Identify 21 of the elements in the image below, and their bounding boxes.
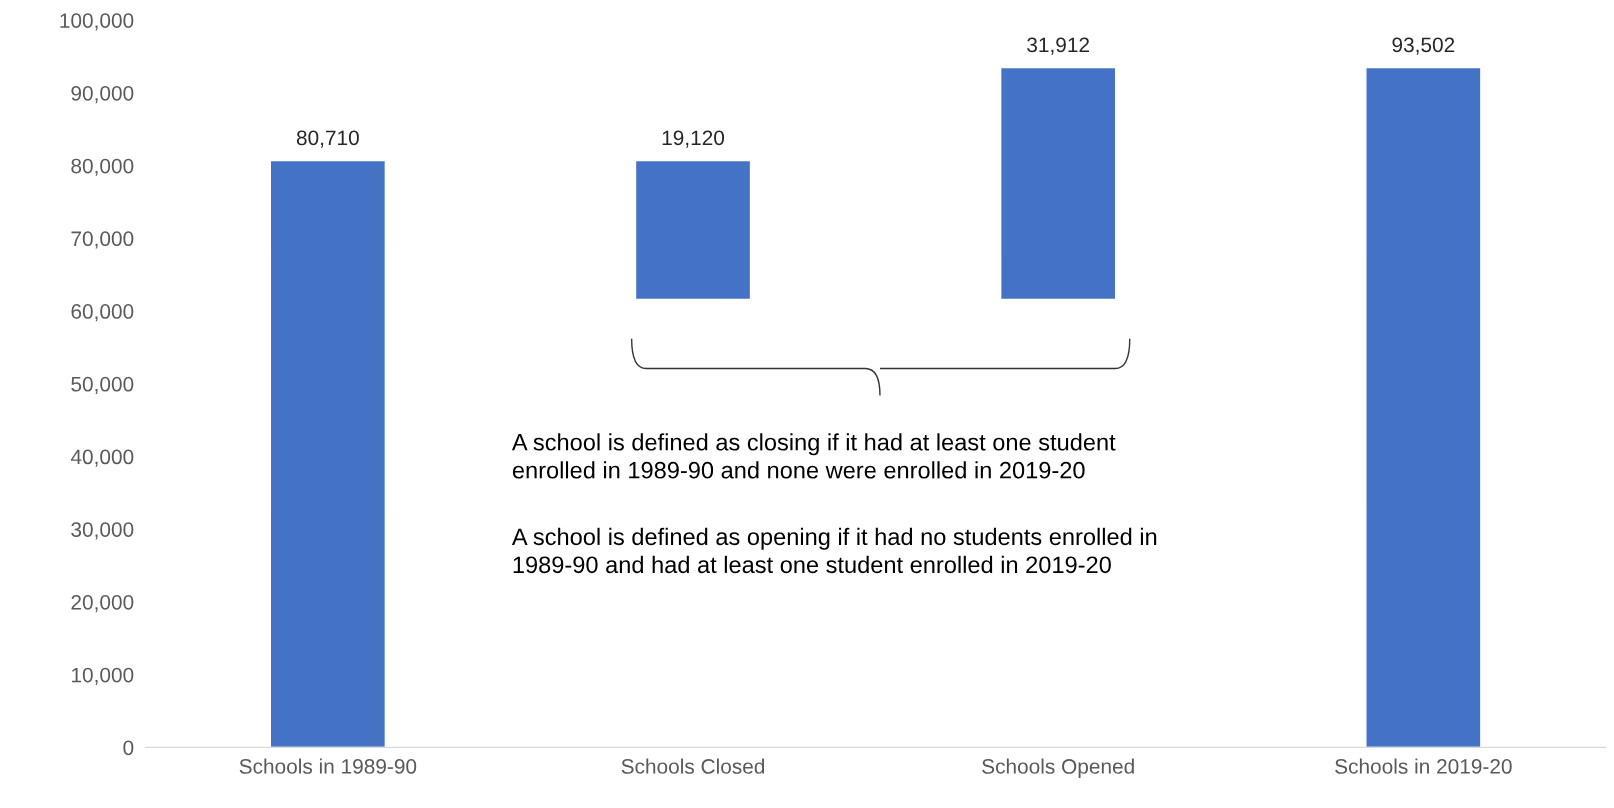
y-tick-label: 30,000 [71,522,134,540]
y-tick-label: 50,000 [71,376,134,395]
y-tick-label: 90,000 [71,85,134,104]
y-tick-label: 0 [123,740,134,756]
y-tick-label: 80,000 [71,158,134,176]
y-tick-label: 70,000 [71,231,134,249]
annotation: A school is defined as opening if it had no students enrolled in 1989-90 and had at least one student enrolled in 2019-20 [511,527,1157,574]
y-tick-label: 10,000 [72,667,134,685]
data-label: 93,502 [1392,37,1455,55]
y-tick-label: 40,000 [70,449,134,467]
x-tick-label: Schools in 1989-90 [239,758,417,774]
data-label: 80,710 [296,130,359,148]
y-tick-label: 20,000 [71,594,134,613]
y-tick-label: 60,000 [71,304,134,322]
x-tick-label: Schools in 2019-20 [1335,758,1512,774]
x-tick-label: Schools Opened [982,758,1134,778]
annotation: A school is defined as closing if it had at least one student enrolled in 1989-90 and none were enrolled in 2019-20 [511,433,1116,479]
data-label: 19,120 [662,130,725,148]
data-label: 31,912 [1027,37,1089,55]
x-tick-label: Schools Closed [621,758,765,774]
y-tick-label: 100,000 [60,13,134,31]
